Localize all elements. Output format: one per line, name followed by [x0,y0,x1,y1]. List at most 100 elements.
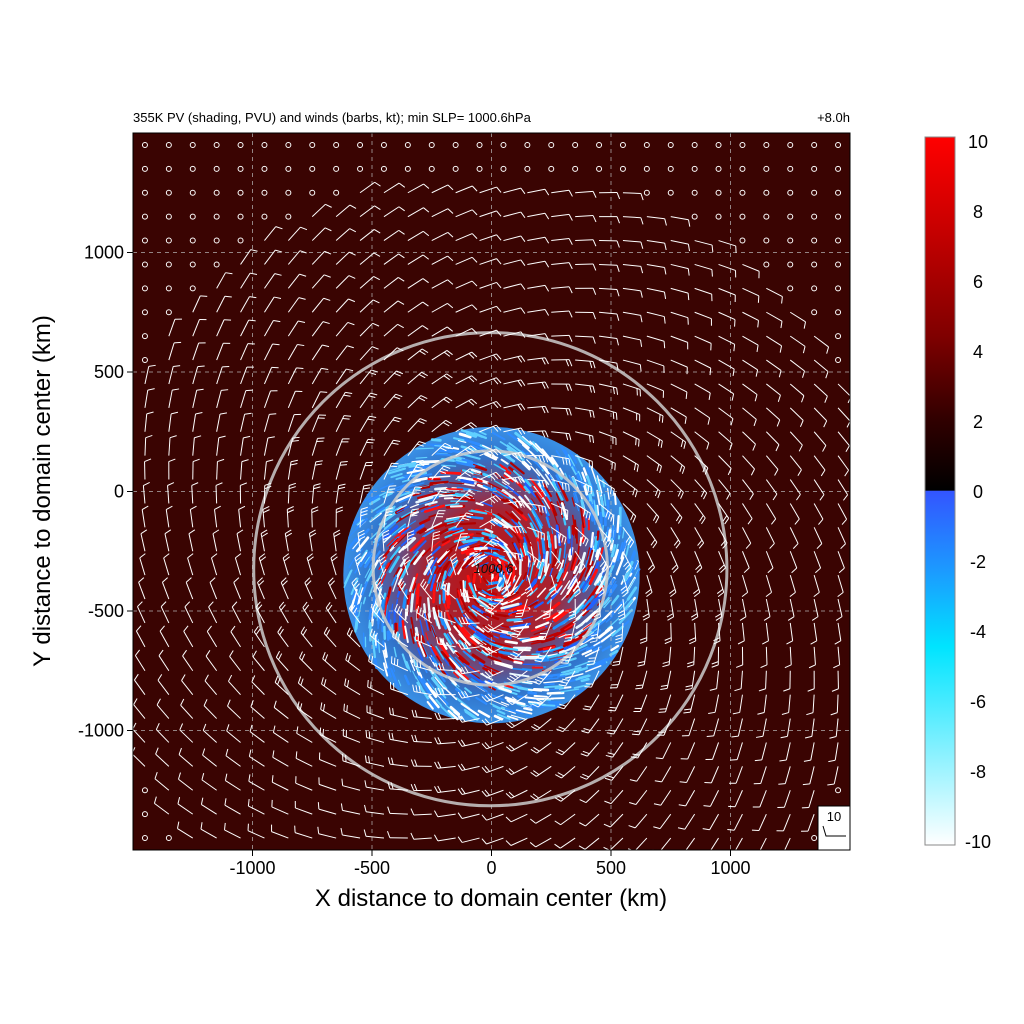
wind-barb-feather [442,637,445,645]
pv-streak [562,571,569,581]
calm-wind-circle [835,261,842,268]
wind-barb-feather [592,336,596,344]
wind-barb-staff [264,320,274,337]
wind-barb-staff [479,186,497,194]
wind-barb-staff [599,263,618,266]
pv-streak [444,517,460,523]
wind-barb-staff [599,311,618,315]
wind-barb-staff [766,287,783,297]
pv-streak [401,619,407,640]
wind-barb-feather [224,773,228,781]
wind-barb-feather [664,218,667,226]
wind-barb-staff [622,240,641,243]
wind-barb-feather [685,684,693,688]
wind-barb-staff [551,262,570,265]
pv-streak [543,550,549,573]
wind-barb-feather [739,616,747,621]
wind-barb-staff [168,437,171,456]
wind-barb-feather [517,553,520,561]
wind-barb-feather [143,482,150,486]
wind-barb-feather [413,469,421,472]
wind-barb-feather [544,455,549,463]
pv-streak [513,542,523,561]
wind-barb-feather [496,401,502,408]
pv-streak [408,550,419,564]
pv-streak [475,587,498,596]
calm-wind-circle [141,189,148,196]
wind-barb-feather [663,341,666,349]
wind-barb-feather [650,539,656,546]
pv-streak [484,551,505,558]
wind-barb-feather [663,291,667,300]
calm-wind-circle [309,141,316,148]
pv-streak [458,432,472,439]
pv-streak [435,645,445,660]
pv-streak [357,587,365,604]
wind-barb-feather [428,559,435,565]
pv-streak [501,478,510,485]
wind-barb-staff [527,284,546,289]
wind-barb-feather [544,285,550,292]
pv-streak [458,522,477,526]
wind-barb-feather [264,482,272,486]
wind-barb-feather [612,663,620,667]
wind-barb-feather [495,424,502,431]
wind-barb-feather [162,577,168,583]
wind-barb-staff [178,778,194,791]
pv-streak [461,626,471,637]
wind-barb-staff [808,790,815,808]
wind-barb-feather [533,558,537,566]
pv-streak [470,509,488,515]
wind-barb-feather [826,346,830,354]
wind-barb-feather [392,630,395,638]
wind-barb-feather [654,489,659,497]
wind-barb-feather [716,588,724,594]
wind-barb-feather [396,347,404,352]
pv-streak [493,463,506,472]
wind-barb-feather [593,613,601,618]
wind-barb-feather [639,640,647,644]
wind-barb-staff [311,251,325,265]
wind-barb-feather [787,616,795,621]
wind-barb-feather [322,728,325,736]
wind-barb-feather [829,735,837,739]
pv-streak [523,542,529,556]
wind-barb-feather [683,711,691,714]
chart-title: 355K PV (shading, PVU) and winds (barbs,… [133,110,532,125]
pv-streak [371,639,377,659]
wind-barb-feather [506,677,514,683]
wind-barb-feather [471,351,478,358]
wind-barb-staff [789,575,796,593]
pv-streak [524,478,532,487]
wind-barb-feather [177,772,181,780]
calm-wind-circle [643,165,650,172]
wind-barb-feather [247,799,250,807]
wind-barb-feather [762,640,769,645]
pv-streak [409,555,417,565]
wind-barb-feather [833,664,840,669]
pv-streak [559,467,565,476]
wind-barb-feather [580,753,588,757]
wind-barb-feather [541,382,546,389]
wind-barb-feather [640,241,644,249]
wind-barb-staff [807,813,815,832]
pv-streak [525,562,531,581]
pv-streak [416,681,430,700]
pv-streak [415,496,434,504]
wind-barb-feather [794,518,800,525]
wind-barb-feather [397,577,403,585]
pv-streak [489,698,508,707]
wind-barb-feather [633,463,637,471]
pv-streak [566,578,578,595]
wind-barb-feather [538,562,542,570]
wind-barb-feather [343,415,352,417]
pv-streak [350,577,359,596]
pv-streak [510,625,530,630]
wind-barb-staff [168,319,176,337]
pv-streak [363,495,374,503]
pv-streak [413,551,424,565]
calm-wind-circle [835,237,842,244]
wind-barb-feather [300,226,308,231]
wind-barb-feather [385,513,393,517]
pv-streak [387,611,391,624]
